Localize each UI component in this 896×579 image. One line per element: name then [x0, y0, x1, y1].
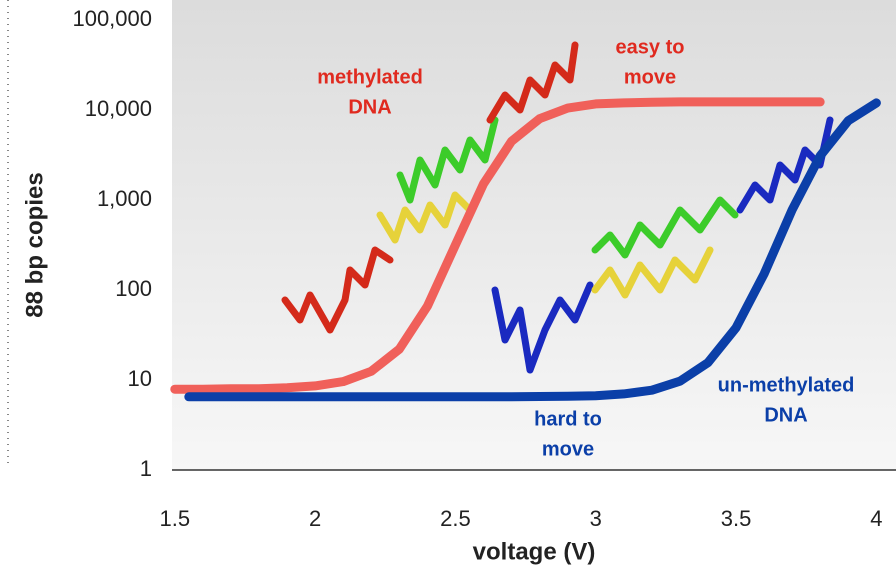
- y-axis-label: 88 bp copies: [21, 172, 48, 317]
- x-axis-label: voltage (V): [473, 538, 596, 565]
- y-tick-label: 10: [128, 366, 152, 391]
- annotation: DNA: [764, 404, 807, 426]
- x-tick-label: 3: [590, 506, 602, 531]
- methylated-molecule: [281, 41, 579, 334]
- annotation: hard to: [534, 408, 602, 430]
- x-tick-label: 1.5: [160, 506, 191, 531]
- x-tick-label: 2.5: [440, 506, 471, 531]
- y-tick-label: 100,000: [72, 6, 152, 31]
- x-tick-label: 3.5: [721, 506, 752, 531]
- annotation: DNA: [348, 96, 391, 118]
- series-line: [170, 97, 825, 394]
- y-tick-label: 10,000: [85, 96, 152, 121]
- series-line: [184, 98, 881, 402]
- annotation: methylated: [317, 66, 423, 88]
- annotation: easy to: [616, 36, 685, 58]
- annotation: move: [624, 66, 676, 88]
- x-tick-label: 2: [309, 506, 321, 531]
- y-tick-label: 1: [140, 456, 152, 481]
- annotation: un-methylated: [718, 374, 855, 396]
- y-tick-label: 100: [115, 276, 152, 301]
- y-tick-label: 1,000: [97, 186, 152, 211]
- x-tick-label: 4: [870, 506, 882, 531]
- annotation: move: [542, 438, 594, 460]
